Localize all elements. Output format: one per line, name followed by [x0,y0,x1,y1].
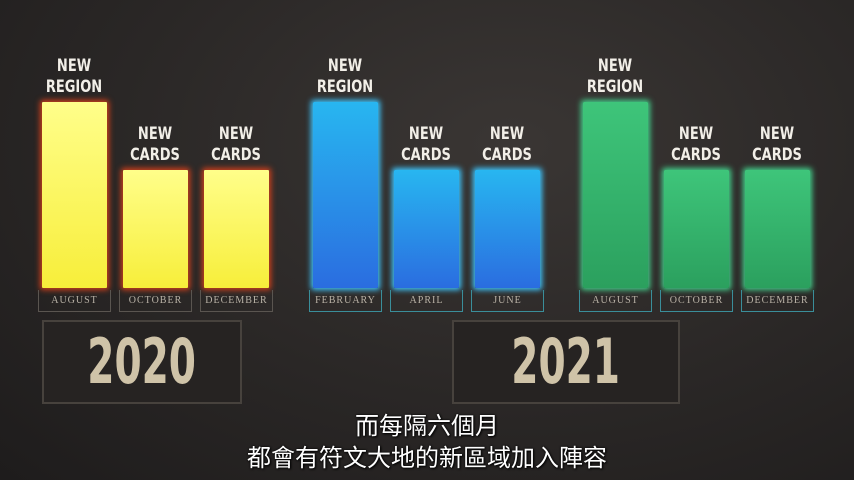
caption-line: NEW [218,124,254,144]
caption-line: NEW [408,124,444,144]
month-label: JUNE [471,290,544,312]
month-label: OCTOBER [119,290,192,312]
release-bar [583,102,648,288]
bar-caption: NEW CARDS [125,124,185,166]
month-label: OCTOBER [660,290,733,312]
caption-line: CARDS [482,145,532,165]
year-panel-2020: 2020 [42,320,242,404]
caption-line: REGION [316,77,374,97]
bar-caption: NEW REGION [585,56,645,98]
subtitle-line-2: 都會有符文大地的新區域加入陣容 [247,445,607,472]
caption-line: REGION [45,77,103,97]
bar-caption: NEW CARDS [477,124,537,166]
caption-line: REGION [586,77,644,97]
caption-line: NEW [597,56,633,76]
year-label: 2021 [511,325,621,398]
release-bar [664,170,729,288]
release-bar [313,102,378,288]
month-label: AUGUST [38,290,111,312]
release-bar [123,170,188,288]
bar-caption: NEW REGION [44,56,104,98]
caption-line: NEW [137,124,173,144]
subtitle-line-1: 而每隔六個月 [355,413,499,440]
month-label: AUGUST [579,290,652,312]
caption-line: CARDS [211,145,261,165]
bar-caption: NEW CARDS [396,124,456,166]
month-label: FEBRUARY [309,290,382,312]
caption-line: CARDS [752,145,802,165]
caption-line: NEW [678,124,714,144]
release-bar [204,170,269,288]
month-label: DECEMBER [200,290,273,312]
bar-caption: NEW REGION [315,56,375,98]
caption-line: CARDS [401,145,451,165]
year-panel-2021: 2021 [452,320,680,404]
bar-caption: NEW CARDS [666,124,726,166]
caption-line: NEW [327,56,363,76]
release-bar [745,170,810,288]
bar-caption: NEW CARDS [747,124,807,166]
caption-line: NEW [759,124,795,144]
release-bar [475,170,540,288]
caption-line: CARDS [671,145,721,165]
caption-line: NEW [489,124,525,144]
release-bar [42,102,107,288]
caption-line: CARDS [130,145,180,165]
bar-caption: NEW CARDS [206,124,266,166]
year-label: 2020 [87,325,197,398]
month-label: APRIL [390,290,463,312]
caption-line: NEW [56,56,92,76]
month-label: DECEMBER [741,290,814,312]
release-bar [394,170,459,288]
